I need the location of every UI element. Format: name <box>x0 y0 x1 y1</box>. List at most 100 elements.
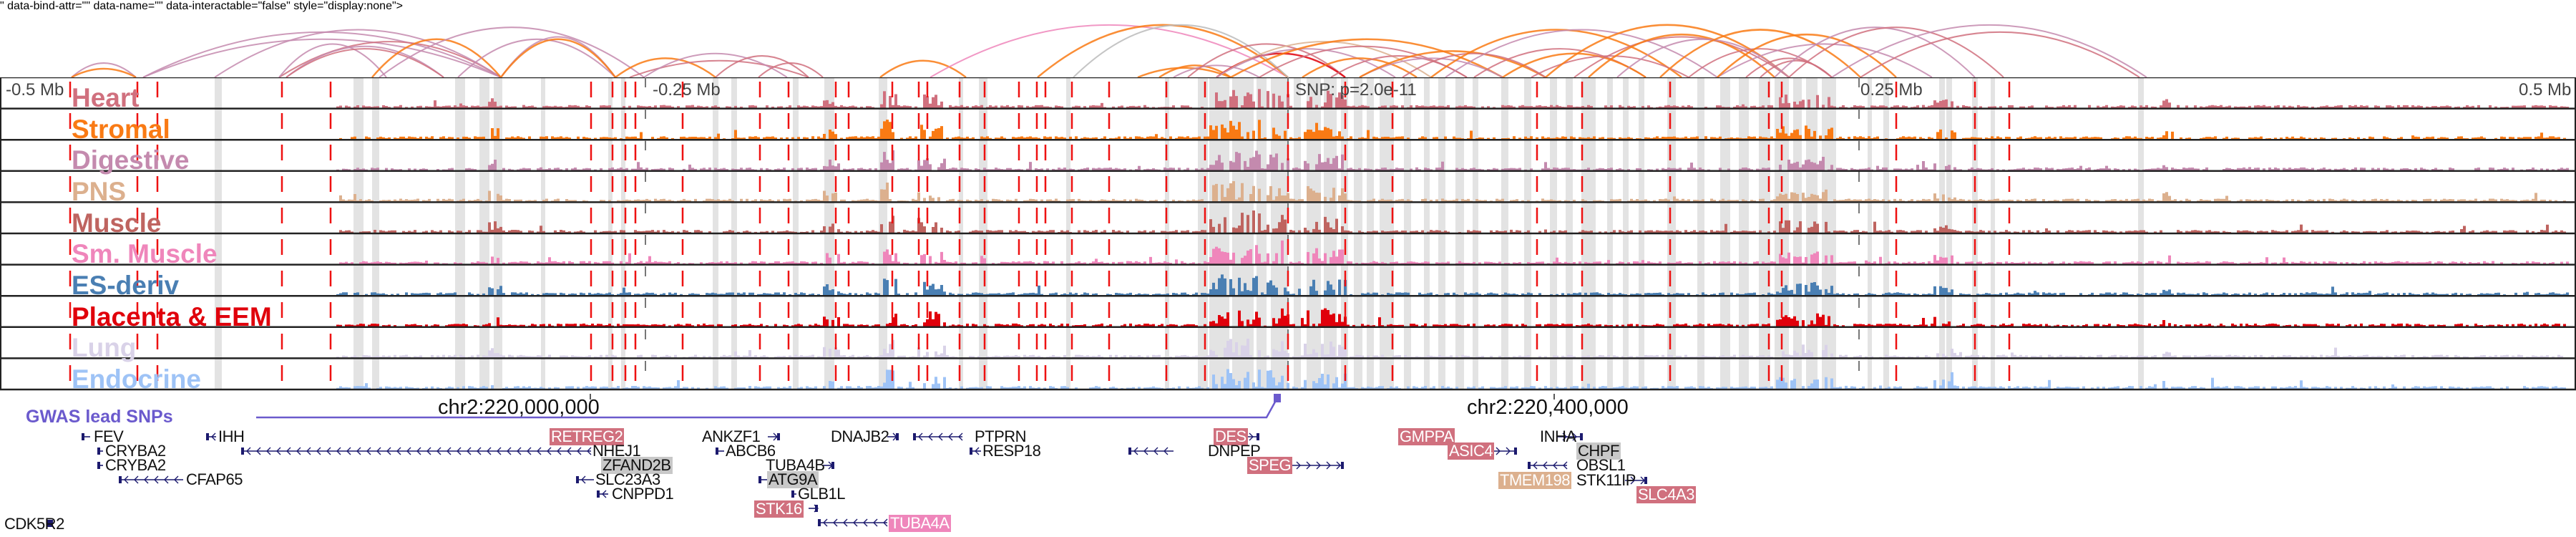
track-label-heart: Heart <box>72 83 140 112</box>
track-label-sm-muscle: Sm. Muscle <box>72 239 218 268</box>
signal-bars <box>339 120 2566 140</box>
loop-arc <box>371 38 502 78</box>
track-label-placenta-eem: Placenta & EEM <box>72 302 272 332</box>
gene-tuba4a[interactable]: TUBA4A <box>889 514 951 532</box>
gene-fev[interactable]: FEV <box>94 427 124 445</box>
gene-dnpep[interactable]: DNPEP <box>1208 442 1261 460</box>
loop-arc <box>1216 48 1396 78</box>
signal-bars <box>339 210 2566 233</box>
gene-slc4a3[interactable]: SLC4A3 <box>1636 485 1696 503</box>
axis-label-plus-0-25: 0.25 Mb <box>1860 80 1923 100</box>
loop-arc <box>930 24 1289 78</box>
loop-arc <box>715 55 809 78</box>
track-lung <box>336 339 2563 358</box>
gene-abcb6[interactable]: ABCB6 <box>726 442 776 460</box>
gene-chpf[interactable]: CHPF <box>1576 442 1621 460</box>
gwas-connector-line <box>256 396 1279 419</box>
gene-des[interactable]: DES <box>1214 427 1248 445</box>
coordinate-label-220000000: chr2:220,000,000 <box>438 396 600 419</box>
signal-tracks-canvas <box>0 77 2576 391</box>
gene-model <box>97 462 103 469</box>
loop-arc <box>500 38 616 78</box>
gene-resp18[interactable]: RESP18 <box>982 442 1041 460</box>
track-label-lung: Lung <box>72 333 137 362</box>
gene-cryba2-1[interactable]: CRYBA2 <box>105 442 166 460</box>
gene-model <box>970 447 981 455</box>
gene-inha[interactable]: INHA <box>1540 427 1576 445</box>
gene-speg[interactable]: SPEG <box>1247 456 1293 474</box>
gene-stk16[interactable]: STK16 <box>754 500 804 518</box>
gene-nhej1[interactable]: NHEJ1 <box>592 442 641 460</box>
loop-arc <box>1774 26 1976 78</box>
gene-tmem198[interactable]: TMEM198 <box>1498 471 1571 489</box>
coordinate-label-220400000: chr2:220,400,000 <box>1467 396 1629 419</box>
track-label-es-deriv: ES-deriv <box>72 271 180 300</box>
gene-model <box>597 490 608 498</box>
gwas-snp-marker[interactable] <box>1274 394 1281 402</box>
gwas-lead-snps-label: GWAS lead SNPs <box>26 407 173 427</box>
axis-label-minus-0-5: -0.5 Mb <box>6 80 64 100</box>
gene-model <box>1128 447 1174 455</box>
signal-bars <box>336 308 2566 326</box>
loop-arc <box>1659 29 1861 78</box>
gene-tuba4b[interactable]: TUBA4B <box>766 456 825 474</box>
loop-arc <box>643 52 788 78</box>
gene-model <box>818 518 888 527</box>
signal-bars <box>336 369 2566 389</box>
gene-model <box>887 432 899 441</box>
track-es-deriv <box>336 274 2569 296</box>
track-digestive <box>336 150 2569 170</box>
gene-ankzf1[interactable]: ANKZF1 <box>702 427 761 445</box>
gene-slc23a3[interactable]: SLC23A3 <box>595 470 660 488</box>
track-placenta-eem <box>336 308 2566 326</box>
loop-arc <box>1760 59 1833 78</box>
track-stromal <box>339 120 2566 140</box>
gene-model <box>206 432 216 441</box>
loop-arc <box>629 59 809 78</box>
track-endocrine <box>336 369 2566 389</box>
signal-bars <box>336 89 2569 108</box>
gene-cdk5r2[interactable]: CDK5R2 <box>4 515 64 533</box>
gene-model <box>47 520 53 527</box>
loop-arc <box>1073 24 1289 78</box>
gene-atg9a[interactable]: ATG9A <box>767 470 819 488</box>
gene-obsl1[interactable]: OBSL1 <box>1576 456 1626 474</box>
track-label-muscle: Muscle <box>72 208 162 238</box>
gene-dnajb2[interactable]: DNAJB2 <box>831 427 889 445</box>
loop-arc <box>278 43 387 78</box>
gene-cfap65[interactable]: CFAP65 <box>186 470 243 488</box>
loop-arc <box>142 38 502 78</box>
loop-arc <box>1588 33 1775 78</box>
loop-arc <box>286 48 444 78</box>
loop-arc <box>1616 38 1790 78</box>
loop-arc <box>1302 57 1418 79</box>
loop-arc <box>1531 55 1689 78</box>
gene-stk11ip[interactable]: STK11IP <box>1576 471 1636 489</box>
loop-arc <box>286 45 444 78</box>
loop-arc <box>71 62 137 78</box>
gene-retreg2[interactable]: RETREG2 <box>550 427 625 445</box>
track-label-endocrine: Endocrine <box>72 364 201 394</box>
gene-zfand2b[interactable]: ZFAND2B <box>601 456 673 474</box>
loop-arc <box>1831 24 2147 78</box>
track-sm-muscle <box>339 240 2569 264</box>
gene-gmppa[interactable]: GMPPA <box>1398 427 1455 445</box>
gene-ptprn[interactable]: PTPRN <box>975 427 1027 445</box>
gene-glb1l[interactable]: GLB1L <box>798 485 846 503</box>
gene-model <box>758 476 767 483</box>
loop-arc <box>758 62 824 78</box>
gene-ihh[interactable]: IHH <box>218 427 245 445</box>
signal-tracks-panel: -0.5 Mb -0.25 Mb SNP: p=2.0e-11 0.25 Mb … <box>0 77 2576 394</box>
loop-arc <box>879 59 967 78</box>
gene-cryba2-2[interactable]: CRYBA2 <box>105 456 166 474</box>
loop-arc <box>1717 33 1897 78</box>
gene-model <box>119 475 183 484</box>
gene-model <box>1625 476 1647 485</box>
gene-cnppd1[interactable]: CNPPD1 <box>612 485 674 503</box>
gene-asic4[interactable]: ASIC4 <box>1448 442 1495 460</box>
gene-model <box>82 433 90 440</box>
axis-label-minus-0-25: -0.25 Mb <box>653 80 721 100</box>
loop-arc <box>457 38 616 78</box>
loop-arc <box>71 67 137 79</box>
track-label-pns: PNS <box>72 177 127 206</box>
